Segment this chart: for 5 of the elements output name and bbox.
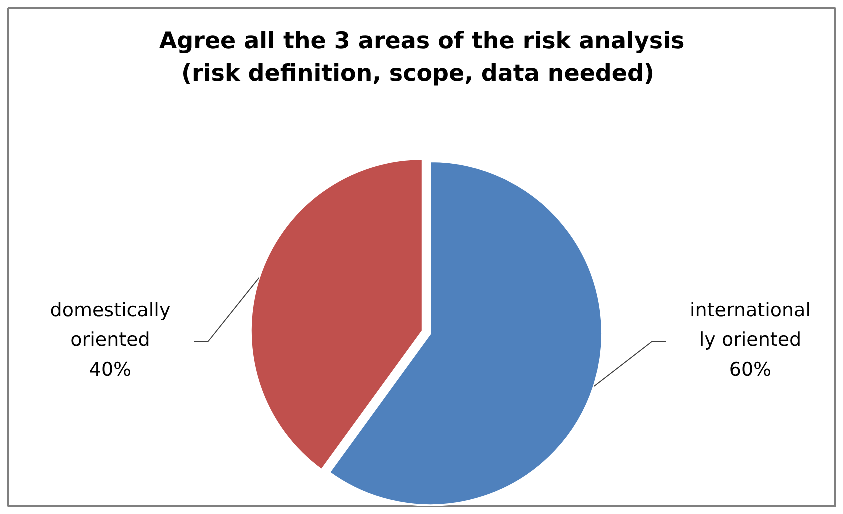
chart-title: Agree all the 3 areas of the risk analysis (risk definition, scope, data needed) (159, 28, 685, 87)
slice-label: domestically oriented (50, 300, 171, 352)
slice-label: international ly oriented (690, 300, 811, 352)
data-label: 60% (729, 358, 772, 381)
data-label: 40% (89, 358, 132, 381)
